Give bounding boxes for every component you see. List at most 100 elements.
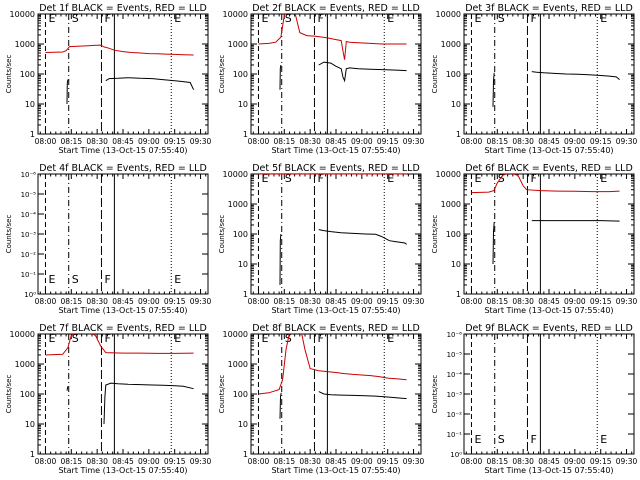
events-series-line <box>318 61 407 83</box>
x-axis-label: Start Time (13-Oct-15 07:55:40) <box>271 146 400 155</box>
x-tick-label: 08:00 <box>248 137 270 146</box>
y-tick-label: 100 <box>446 230 461 239</box>
x-tick-label: 08:45 <box>112 457 134 466</box>
marker-letter: S <box>498 12 505 25</box>
x-tick-label: 09:30 <box>403 297 425 306</box>
x-tick-label: 08:45 <box>112 137 134 146</box>
y-axis-label: Counts/sec <box>5 375 13 414</box>
events-series-line <box>279 64 282 90</box>
y-axis-label: Counts/sec <box>5 55 13 94</box>
x-tick-label: 09:15 <box>590 297 612 306</box>
series-group <box>258 14 407 90</box>
lld-series-line <box>45 44 194 56</box>
y-tick-label: 10⁰ <box>450 451 462 459</box>
x-tick-label: 08:45 <box>538 137 560 146</box>
panel-title: Det 3f BLACK = Events, RED = LLD <box>465 3 633 14</box>
panel-title: Det 5f BLACK = Events, RED = LLD <box>252 163 420 174</box>
marker-letter: E <box>174 12 181 25</box>
x-tick-label: 08:45 <box>325 137 347 146</box>
x-tick-label: 08:00 <box>461 457 483 466</box>
y-tick-label: 100 <box>233 230 248 239</box>
x-tick-label: 08:15 <box>273 297 295 306</box>
y-tick-label: 10000 <box>436 10 461 19</box>
event-markers <box>470 14 598 134</box>
x-tick-label: 08:00 <box>35 297 57 306</box>
panel-title: Det 8f BLACK = Events, RED = LLD <box>252 323 420 334</box>
y-tick-label: 100 <box>20 390 35 399</box>
x-tick-label: 08:15 <box>60 137 82 146</box>
y-tick-label: 10⁻³ <box>447 391 463 399</box>
x-tick-label: 08:30 <box>299 457 321 466</box>
plot-frame <box>463 333 635 455</box>
y-tick-label: 10000 <box>223 330 248 339</box>
marker-letter: F <box>317 332 323 345</box>
y-axis-label: Counts/sec <box>218 215 226 254</box>
x-tick-label: 09:00 <box>351 297 373 306</box>
marker-letter: E <box>174 332 181 345</box>
x-tick-label: 08:00 <box>248 297 270 306</box>
x-tick-label: 09:15 <box>164 457 186 466</box>
events-series-line <box>492 72 495 107</box>
x-tick-label: 08:45 <box>325 297 347 306</box>
x-tick-label: 09:15 <box>377 297 399 306</box>
marker-letter: E <box>387 332 394 345</box>
panel-det-2: Det 2f BLACK = Events, RED = LLD 1 10 100 10… <box>218 3 425 155</box>
y-tick-label: 10 <box>451 260 461 269</box>
event-markers <box>44 174 172 294</box>
x-tick-label: 09:30 <box>616 137 638 146</box>
y-tick-label: 1 <box>243 290 248 299</box>
x-tick-label: 08:30 <box>86 137 108 146</box>
events-series-line <box>318 229 407 245</box>
panel-det-5: Det 5f BLACK = Events, RED = LLD 1 10 100 10… <box>218 163 425 315</box>
x-tick-label: 08:30 <box>299 137 321 146</box>
x-tick-label: 08:30 <box>512 297 534 306</box>
x-tick-label: 09:30 <box>190 297 212 306</box>
x-tick-label: 08:15 <box>486 137 508 146</box>
x-tick-label: 09:30 <box>403 137 425 146</box>
x-tick-label: 09:15 <box>590 457 612 466</box>
y-tick-label: 10000 <box>10 330 35 339</box>
marker-letter: F <box>530 172 536 185</box>
marker-letter: S <box>498 172 505 185</box>
plot-frame <box>37 173 209 295</box>
y-axis-label: Counts/sec <box>431 215 439 254</box>
lld-series-line <box>258 334 407 395</box>
panel-det-7: Det 7f BLACK = Events, RED = LLD 1 10 100 10… <box>5 323 212 475</box>
x-tick-label: 09:30 <box>616 457 638 466</box>
y-tick-label: 1000 <box>441 200 461 209</box>
x-tick-label: 08:15 <box>273 457 295 466</box>
x-axis-label: Start Time (13-Oct-15 07:55:40) <box>484 306 613 315</box>
marker-letter: F <box>530 433 536 446</box>
marker-letter: S <box>498 433 505 446</box>
panel-det-3: Det 3f BLACK = Events, RED = LLD 1 10 100 10… <box>431 3 638 155</box>
plot-frame <box>250 173 422 295</box>
y-tick-label: 10⁻² <box>447 411 463 419</box>
panel-det-8: Det 8f BLACK = Events, RED = LLD 1 10 100 10… <box>218 323 425 475</box>
panel-title: Det 6f BLACK = Events, RED = LLD <box>465 163 633 174</box>
event-markers <box>257 334 385 454</box>
y-tick-label: 10⁻⁵ <box>21 191 37 199</box>
x-tick-label: 08:00 <box>35 457 57 466</box>
y-tick-label: 10⁻⁶ <box>21 171 37 179</box>
y-tick-label: 10⁻⁵ <box>447 351 463 359</box>
marker-letter: E <box>474 433 481 446</box>
plot-frame <box>37 333 209 455</box>
y-tick-label: 1 <box>30 450 35 459</box>
y-axis-label: Counts/sec <box>431 55 439 94</box>
x-tick-label: 09:30 <box>616 297 638 306</box>
y-tick-label: 10 <box>25 420 35 429</box>
y-axis-label: Counts/sec <box>431 375 439 414</box>
events-series-line <box>492 222 495 265</box>
marker-letter: E <box>600 433 607 446</box>
y-tick-label: 1 <box>456 130 461 139</box>
marker-letter: S <box>72 273 79 286</box>
y-tick-label: 1 <box>30 130 35 139</box>
series-group <box>492 71 620 107</box>
y-tick-label: 10000 <box>10 10 35 19</box>
y-tick-label: 10 <box>238 260 248 269</box>
marker-letter: F <box>104 332 110 345</box>
x-tick-label: 08:30 <box>86 457 108 466</box>
y-tick-label: 10⁰ <box>24 291 36 299</box>
plot-frame <box>250 333 422 455</box>
x-tick-label: 09:00 <box>351 137 373 146</box>
